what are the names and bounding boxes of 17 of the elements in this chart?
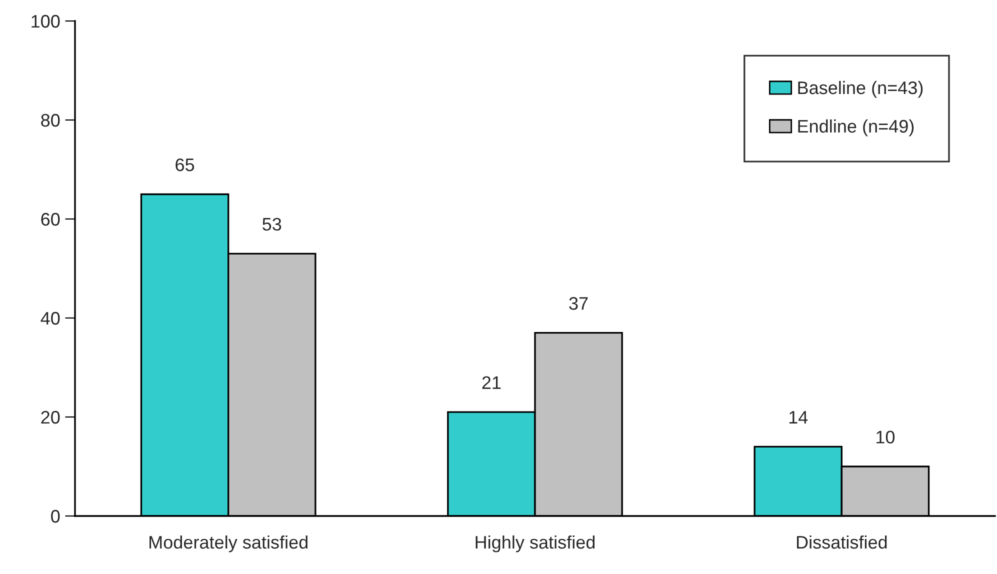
x-tick-label: Dissatisfied bbox=[796, 535, 887, 549]
legend-label: Endline (n=49) bbox=[798, 119, 914, 136]
y-tick-label: 100 bbox=[32, 14, 60, 28]
y-tick-label: 0 bbox=[51, 510, 60, 523]
y-tick-label: 40 bbox=[40, 312, 60, 325]
x-tick-label: Highly satisfied bbox=[476, 535, 595, 552]
x-tick-label: Moderately satisfied bbox=[150, 535, 308, 552]
data-label: 14 bbox=[789, 411, 808, 424]
data-label: 37 bbox=[569, 297, 588, 310]
y-tick-label: 80 bbox=[41, 114, 60, 127]
data-label: 53 bbox=[262, 218, 282, 231]
data-label: 21 bbox=[482, 376, 501, 389]
y-tick-label: 20 bbox=[41, 410, 60, 424]
legend-label: Baseline (n=43) bbox=[798, 80, 923, 98]
y-tick-label: 60 bbox=[41, 212, 60, 226]
data-label: 10 bbox=[876, 430, 895, 444]
data-label: 65 bbox=[176, 158, 194, 172]
